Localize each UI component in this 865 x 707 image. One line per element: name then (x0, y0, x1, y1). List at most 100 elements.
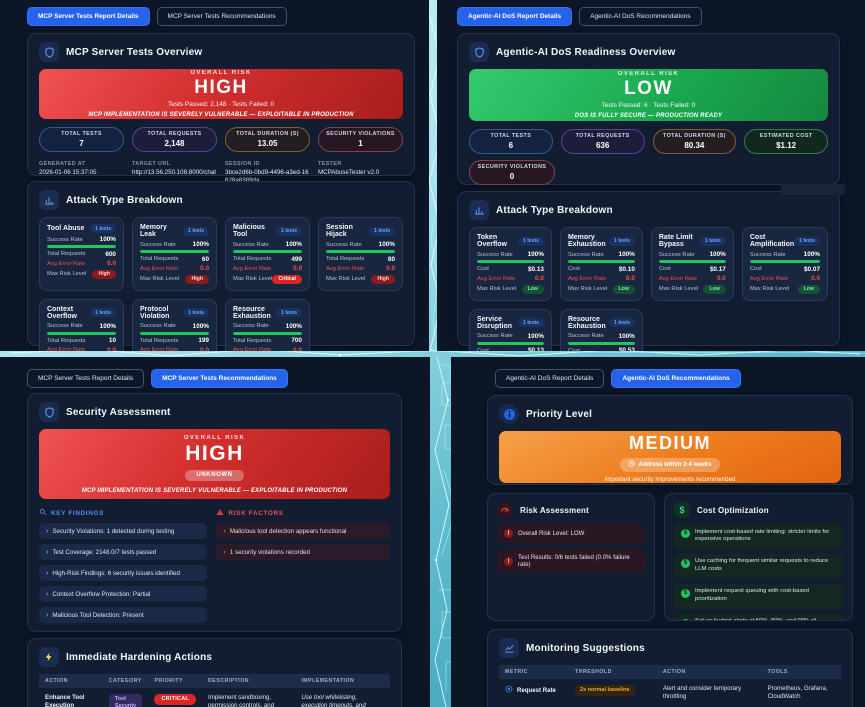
key-finding-item: › Security Violations: 1 detected during… (39, 523, 208, 539)
success-rate-label: Success Rate (47, 236, 83, 243)
risk-label: OVERALL RISK (183, 434, 246, 441)
success-rate-label: Success Rate (140, 241, 176, 248)
attack-card: Token Overflow 1 tests Success Rate 100% … (469, 227, 552, 301)
priority-banner: MEDIUM Address within 2-4 weeks Importan… (499, 431, 841, 483)
tests-count-badge: 1 tests (518, 318, 544, 327)
success-rate-value: 100% (99, 322, 116, 330)
col-implementation: IMPLEMENTATION (295, 674, 390, 688)
attack-card: Protocol Violation 1 tests Success Rate 1… (132, 298, 217, 351)
cost-label: Cost (567, 266, 580, 272)
error-rate-label: Avg Error Rate (140, 347, 179, 351)
success-rate-bar (567, 260, 635, 263)
cost-optimization-text: Implement request queuing with cost-base… (695, 588, 809, 603)
dos-report-tabs: Agentic-AI DoS Report Details Agentic-AI… (457, 7, 702, 26)
tab-dos-recommendations[interactable]: Agentic-AI DoS Recommendations (579, 7, 702, 26)
error-rate-label: Avg Error Rate (233, 265, 272, 272)
priority-value: MEDIUM (629, 432, 711, 453)
stat-pill: SECURITY VIOLATIONS 1 (318, 127, 403, 152)
error-rate-value: 0.0 (625, 275, 635, 282)
cost-label: Cost (567, 347, 580, 352)
overall-risk-banner: OVERALL RISK HIGH UNKNOWN MCP IMPLEMENTA… (39, 429, 390, 499)
metric-value: 10 (108, 337, 116, 344)
tab-mcp-report-details[interactable]: MCP Server Tests Report Details (27, 369, 145, 388)
cost-label: Cost (477, 347, 489, 352)
mcp-report-tabs: MCP Server Tests Report Details MCP Serv… (27, 7, 287, 26)
stat-value: 6 (508, 140, 514, 150)
meta-value: http://13.56.250.106:8000/chat (132, 169, 216, 176)
stat-pill: TOTAL TESTS 6 (469, 129, 553, 154)
tests-count-badge: 1 tests (609, 318, 635, 327)
attack-name: Service Disruption (477, 315, 512, 330)
tests-line: Tests Passed: 2,148 · Tests Failed: 0 (167, 101, 275, 108)
success-rate-value: 100% (527, 332, 544, 340)
tab-dos-report-details[interactable]: Agentic-AI DoS Report Details (457, 7, 573, 26)
dos-overview-panel: Agentic-AI DoS Readiness Overview OVERAL… (457, 33, 840, 185)
attack-card: Resource Exhaustion 1 tests Success Rate… (225, 298, 310, 351)
panel-title: Agentic-AI DoS Readiness Overview (496, 46, 676, 58)
tests-count-badge: 1 tests (369, 226, 395, 236)
meta-value: 3bce2d6b-0bd9-4496-a3ed-16628a8389da (225, 169, 309, 184)
success-rate-label: Success Rate (233, 323, 269, 329)
tab-mcp-recommendations[interactable]: MCP Server Tests Recommendations (156, 7, 287, 26)
success-rate-value: 100% (378, 241, 395, 248)
metric-value: 700 (291, 337, 302, 344)
stat-label: ESTIMATED COST (759, 133, 813, 140)
panel-title: Monitoring Suggestions (526, 642, 645, 654)
risk-value: LOW (624, 78, 673, 99)
col-action: ACTION (656, 665, 762, 679)
stat-value: 13.05 (257, 138, 278, 148)
tab-dos-report-details[interactable]: Agentic-AI DoS Report Details (495, 369, 605, 388)
attack-card: Tool Abuse 1 tests Success Rate 100% Tota… (39, 217, 124, 291)
tab-mcp-report-details[interactable]: MCP Server Tests Report Details (27, 7, 150, 26)
success-rate-bar (658, 260, 726, 263)
stats-row: TOTAL TESTS 6 TOTAL REQUESTS 636 TOTAL D… (469, 129, 828, 154)
tab-mcp-recommendations[interactable]: MCP Server Tests Recommendations (151, 369, 288, 388)
risk-value: HIGH (185, 441, 244, 465)
risk-factor-text: 1 security violations recorded (229, 548, 310, 556)
stat-label: TOTAL TESTS (61, 131, 102, 138)
tests-count-badge: 1 tests (183, 226, 209, 236)
risk-level-label: Max Risk Level (477, 286, 517, 292)
meta-item: GENERATED AT 2026-01-06 15:37:05 (39, 161, 124, 186)
chevron-right-icon: › (223, 527, 226, 535)
success-rate-value: 100% (618, 332, 635, 340)
metric-value: 499 (291, 255, 302, 263)
col-category: CATEGORY (102, 674, 149, 688)
attack-card: Context Overflow 1 tests Success Rate 100… (39, 298, 124, 351)
attack-breakdown-panel: Attack Type Breakdown Tool Abuse 1 tests… (27, 181, 415, 351)
col-tools: TOOLS (761, 665, 841, 679)
success-rate-value: 100% (803, 251, 820, 258)
timeline-badge: Address within 2-4 weeks (620, 457, 720, 472)
error-rate-value: 0.0 (293, 265, 302, 272)
lightning-icon (39, 647, 59, 667)
risk-level-badge: Low (612, 284, 635, 294)
success-rate-bar (140, 250, 209, 253)
tab-dos-recommendations[interactable]: Agentic-AI DoS Recommendations (611, 369, 741, 388)
tools-links[interactable]: Prometheus, Grafana, CloudWatch (761, 679, 841, 707)
cost-optimization-text: Set up budget alerts at 50%, 80%, and 90… (695, 618, 836, 620)
error-rate-value: 0.0 (200, 265, 209, 272)
risk-factor-item: › 1 security violations recorded (216, 544, 390, 560)
action-cell: Alert and consider temporary throttling (656, 679, 762, 707)
chevron-right-icon: › (46, 611, 49, 619)
cost-label: Cost (658, 266, 671, 272)
attack-name: Context Overflow (47, 305, 77, 320)
meta-item: TESTER MCPAbuseTester v2.0 (318, 161, 403, 186)
risk-level-badge: Low (703, 284, 726, 294)
metric-label: Total Requests (326, 256, 365, 262)
error-rate-label: Avg Error Rate (658, 275, 698, 282)
key-finding-item: › Malicious Tool Detection: Present (39, 607, 208, 623)
priority-note: Important security improvements recommen… (604, 475, 736, 483)
attack-card: Memory Leak 1 tests Success Rate 100% Tot… (132, 217, 217, 291)
implementation-cell: Use tool whitelisting, execution timeout… (295, 688, 390, 707)
mcp-report-quadrant: MCP Server Tests Report Details MCP Serv… (0, 0, 429, 351)
col-action: ACTION (39, 674, 103, 688)
stat-value: 80.34 (684, 140, 705, 150)
attack-card: Resource Exhaustion 1 tests Success Rate… (559, 308, 643, 352)
success-rate-label: Success Rate (140, 323, 176, 329)
shield-icon (469, 42, 489, 62)
light-overlay-box (781, 184, 845, 195)
risk-factor-item: › Malicious tool detection appears funct… (216, 523, 390, 539)
chevron-right-icon: › (46, 527, 49, 535)
key-findings-title: KEY FINDINGS (51, 509, 105, 517)
